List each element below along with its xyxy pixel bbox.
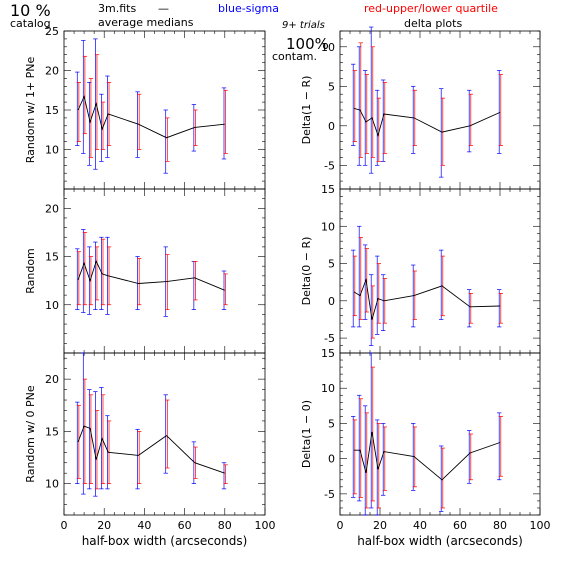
y-tick-label: 0 [328, 295, 335, 308]
dash-label: — [158, 2, 169, 15]
panel-left-middle: 10 15 20 Random [24, 188, 266, 354]
blue-sigma-label: blue-sigma [218, 2, 279, 15]
panel-frame [63, 352, 266, 516]
y-axis-label: Random w/ 1+ PNe [24, 56, 37, 163]
x-tick-label: 0 [61, 519, 68, 532]
y-tick-label: 10 [45, 299, 59, 312]
x-axis-label: half-box width (arcseconds) [357, 534, 523, 548]
y-tick-label: 5 [328, 258, 335, 271]
x-axis-label: half-box width (arcseconds) [82, 534, 248, 548]
red-quartile-label: red-upper/lower quartile [364, 2, 498, 15]
x-tick-label: 20 [373, 519, 387, 532]
x-tick-label: 80 [218, 519, 232, 532]
panel-frame [339, 188, 541, 354]
y-tick-label: 20 [45, 373, 59, 386]
panel-left-top: 10 15 20 25 Random w/ 1+ PNe [24, 25, 266, 190]
panel-right-top: -5 0 5 10 Delta(1 − R) [300, 26, 541, 190]
median-line [353, 278, 501, 320]
catalog-label: catalog [10, 17, 51, 30]
y-tick-label: 15 [321, 183, 335, 196]
median-line [77, 260, 225, 291]
y-tick-label: 15 [321, 347, 335, 360]
contam-percent-label: 100% [286, 35, 329, 53]
y-tick-label: 5 [328, 417, 335, 430]
trials-label: 9+ trials [282, 20, 325, 31]
y-tick-label: 10 [45, 478, 59, 491]
x-tick-label: 40 [413, 519, 427, 532]
y-tick-label: 0 [328, 453, 335, 466]
median-line [77, 95, 225, 139]
average-medians-label: average medians [98, 16, 194, 29]
y-tick-label: 10 [321, 41, 335, 54]
delta-plots-label: delta plots [404, 17, 462, 30]
panel-frame [339, 30, 541, 190]
panel-right-bottom: -5 0 5 10 15 0 20 40 60 80 100 Delta(1 − 0) half-box… [300, 347, 551, 548]
contam-label: contam. [272, 50, 317, 63]
y-axis-label: Random [24, 248, 37, 294]
x-tick-label: 20 [97, 519, 111, 532]
y-tick-label: -5 [324, 159, 335, 172]
y-axis-label: Delta(0 − R) [300, 237, 313, 306]
y-tick-label: 0 [328, 120, 335, 133]
median-line [77, 425, 225, 474]
median-line [354, 431, 501, 481]
y-tick-label: 15 [45, 251, 59, 264]
y-tick-label: 20 [45, 202, 59, 215]
y-tick-label: 10 [45, 144, 59, 157]
panel-frame [63, 188, 266, 354]
median-line [353, 107, 501, 137]
y-tick-label: 5 [328, 80, 335, 93]
x-tick-label: 40 [137, 519, 151, 532]
x-tick-label: 60 [453, 519, 467, 532]
x-tick-label: 80 [493, 519, 507, 532]
panel-frame [339, 352, 541, 516]
x-tick-label: 60 [178, 519, 192, 532]
x-tick-label: 100 [530, 519, 551, 532]
y-tick-label: -5 [324, 332, 335, 345]
y-tick-label: 15 [45, 425, 59, 438]
panel-right-middle: -5 0 5 10 15 Delta(0 − R) [300, 183, 541, 354]
file-label: 3m.fits [98, 2, 136, 15]
y-tick-label: 25 [45, 25, 59, 38]
y-tick-label: 10 [321, 382, 335, 395]
x-tick-label: 0 [337, 519, 344, 532]
y-tick-label: 10 [321, 220, 335, 233]
panel-left-bottom: 10 15 20 0 20 40 60 80 100 Random w/ 0 PNe half-bo… [24, 352, 276, 548]
y-axis-label: Delta(1 − 0) [300, 400, 313, 468]
y-axis-label: Random w/ 0 PNe [24, 385, 37, 483]
y-tick-label: 20 [45, 65, 59, 78]
y-tick-label: -5 [324, 488, 335, 501]
y-axis-label: Delta(1 − R) [300, 76, 313, 145]
y-tick-label: 15 [45, 104, 59, 117]
x-tick-label: 100 [255, 519, 276, 532]
percent-label: 10 % [10, 1, 51, 20]
panels-group: 10 15 20 25 Random w/ 1+ PNe -5 0 5 10 Delta(1 − … [24, 25, 551, 548]
